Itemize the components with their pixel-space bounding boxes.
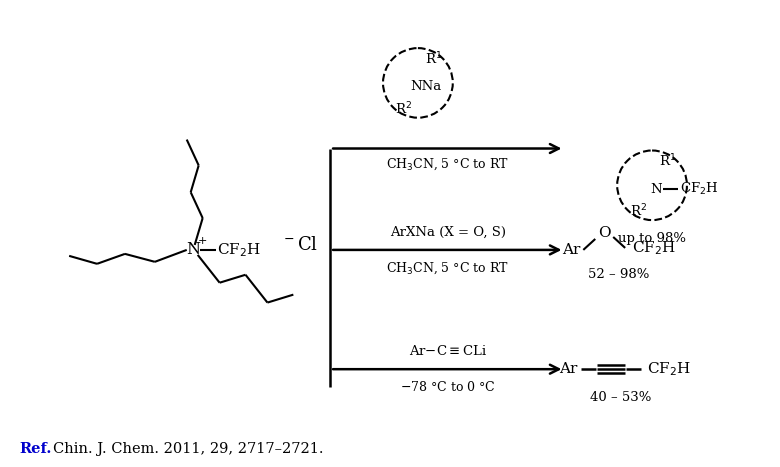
Text: R$^2$: R$^2$ bbox=[629, 203, 647, 219]
Text: N: N bbox=[651, 183, 662, 196]
Text: 52 – 98%: 52 – 98% bbox=[588, 268, 650, 281]
Text: up to 98%: up to 98% bbox=[618, 233, 686, 246]
Text: Ref.: Ref. bbox=[20, 442, 51, 456]
Text: CF$_2$H: CF$_2$H bbox=[679, 181, 718, 198]
Text: R$^1$: R$^1$ bbox=[659, 153, 676, 170]
Text: Ar: Ar bbox=[559, 362, 577, 376]
Text: Ar: Ar bbox=[562, 243, 580, 257]
Text: CH$_3$CN, 5 $\degree$C to RT: CH$_3$CN, 5 $\degree$C to RT bbox=[386, 157, 509, 172]
Text: N: N bbox=[186, 241, 200, 258]
Text: CF$_2$H: CF$_2$H bbox=[647, 361, 691, 378]
Text: R$^2$: R$^2$ bbox=[395, 100, 413, 117]
Text: Ar$-$C$\equiv$CLi: Ar$-$C$\equiv$CLi bbox=[409, 344, 487, 358]
Text: NNa: NNa bbox=[410, 80, 441, 93]
Text: $-$78 $\degree$C to 0 $\degree$C: $-$78 $\degree$C to 0 $\degree$C bbox=[400, 380, 495, 394]
Text: $^-$Cl: $^-$Cl bbox=[281, 236, 318, 254]
Text: R$^1$: R$^1$ bbox=[425, 51, 442, 67]
Text: 40 – 53%: 40 – 53% bbox=[590, 390, 652, 403]
Text: Chin. J. Chem. 2011, 29, 2717–2721.: Chin. J. Chem. 2011, 29, 2717–2721. bbox=[53, 442, 324, 456]
Text: +: + bbox=[198, 236, 207, 246]
Text: CH$_3$CN, 5 $\degree$C to RT: CH$_3$CN, 5 $\degree$C to RT bbox=[386, 260, 509, 276]
Text: CF$_2$H: CF$_2$H bbox=[217, 241, 261, 259]
Text: CF$_2$H: CF$_2$H bbox=[632, 239, 676, 257]
Text: ArXNa (X = O, S): ArXNa (X = O, S) bbox=[390, 226, 505, 239]
Text: O: O bbox=[598, 226, 611, 240]
